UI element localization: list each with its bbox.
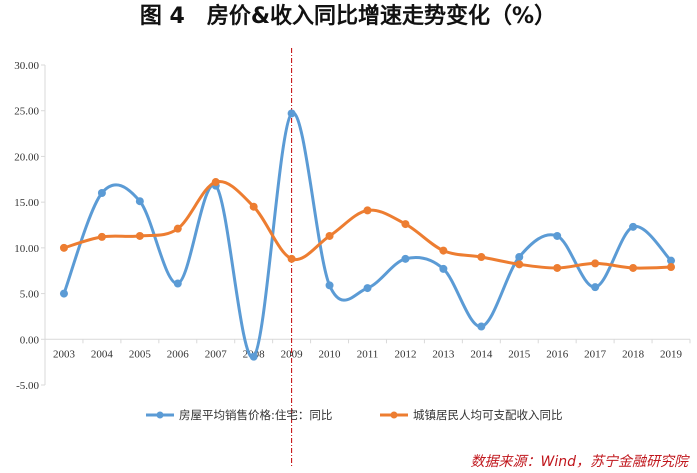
- legend-label: 房屋平均销售价格:住宅：同比: [179, 408, 332, 422]
- data-point: [173, 224, 182, 233]
- data-point: [591, 259, 600, 268]
- data-point: [401, 254, 410, 263]
- data-point: [439, 246, 448, 255]
- y-tick-label: 15.00: [14, 197, 39, 209]
- data-point: [249, 352, 258, 361]
- data-point: [173, 279, 182, 288]
- data-point: [515, 253, 524, 261]
- data-point: [439, 264, 448, 273]
- data-point: [211, 178, 220, 187]
- data-point: [325, 281, 334, 290]
- legend-item-1: 房屋平均销售价格:住宅：同比: [146, 408, 332, 422]
- x-tick-label: 2019: [660, 348, 683, 360]
- data-point: [135, 197, 144, 206]
- x-tick-label: 2004: [91, 348, 114, 360]
- data-point: [553, 231, 562, 240]
- x-tick-label: 2013: [432, 348, 455, 360]
- data-point: [401, 220, 410, 229]
- data-point: [287, 109, 296, 118]
- x-tick-label: 2006: [167, 348, 190, 360]
- source-note: 数据来源：Wind，苏宁金融研究院: [471, 454, 690, 470]
- y-tick-label: 30.00: [14, 60, 39, 72]
- series-line: [62, 180, 673, 270]
- data-point: [629, 222, 638, 231]
- data-point: [515, 260, 524, 269]
- data-point: [477, 322, 486, 331]
- x-tick-label: 2015: [508, 348, 531, 360]
- y-tick-label: 25.00: [14, 106, 39, 118]
- x-tick-label: 2005: [129, 348, 152, 360]
- x-tick-label: 2009: [281, 348, 304, 360]
- data-point: [667, 263, 676, 272]
- data-point: [553, 263, 562, 272]
- x-tick-label: 2007: [205, 348, 228, 360]
- chart-title: 图 4 房价&收入同比增速走势变化（%）: [140, 3, 556, 29]
- x-tick-label: 2014: [470, 348, 493, 360]
- data-point: [97, 189, 106, 197]
- x-tick-label: 2017: [584, 348, 607, 360]
- x-tick-label: 2018: [622, 348, 645, 360]
- data-point: [363, 206, 372, 215]
- data-point: [629, 263, 638, 272]
- data-point: [97, 232, 106, 241]
- legend-item-2: 城镇居民人均可支配收入同比: [380, 408, 563, 422]
- data-point: [59, 243, 68, 252]
- series-2: [59, 178, 676, 272]
- x-tick-label: 2016: [546, 348, 569, 360]
- y-tick-label: 10.00: [14, 243, 39, 255]
- series-group: [59, 109, 676, 361]
- data-point: [363, 284, 372, 293]
- x-tick-label: 2010: [319, 348, 342, 360]
- legend-swatch-marker: [156, 411, 164, 419]
- x-tick-label: 2011: [357, 348, 379, 360]
- data-point: [59, 289, 68, 298]
- x-tick-label: 2003: [53, 348, 76, 360]
- data-point: [325, 231, 334, 240]
- legend: 房屋平均销售价格:住宅：同比 城镇居民人均可支配收入同比: [146, 408, 563, 422]
- axes: -5.00 0.00 5.00 10.00 15.00 20.00 25.00 30.00 20…: [14, 60, 691, 392]
- legend-swatch-marker: [390, 411, 398, 419]
- y-tick-label: 5.00: [20, 289, 40, 301]
- data-point: [135, 231, 144, 240]
- data-point: [249, 202, 258, 211]
- data-point: [667, 256, 676, 265]
- legend-label: 城镇居民人均可支配收入同比: [413, 408, 563, 422]
- data-point: [591, 283, 600, 292]
- y-tick-label: 20.00: [14, 151, 39, 163]
- x-tick-label: 2012: [394, 348, 416, 360]
- y-tick-label: 0.00: [20, 334, 40, 346]
- data-point: [287, 254, 296, 263]
- y-tick-label: -5.00: [16, 380, 39, 392]
- data-point: [477, 253, 486, 261]
